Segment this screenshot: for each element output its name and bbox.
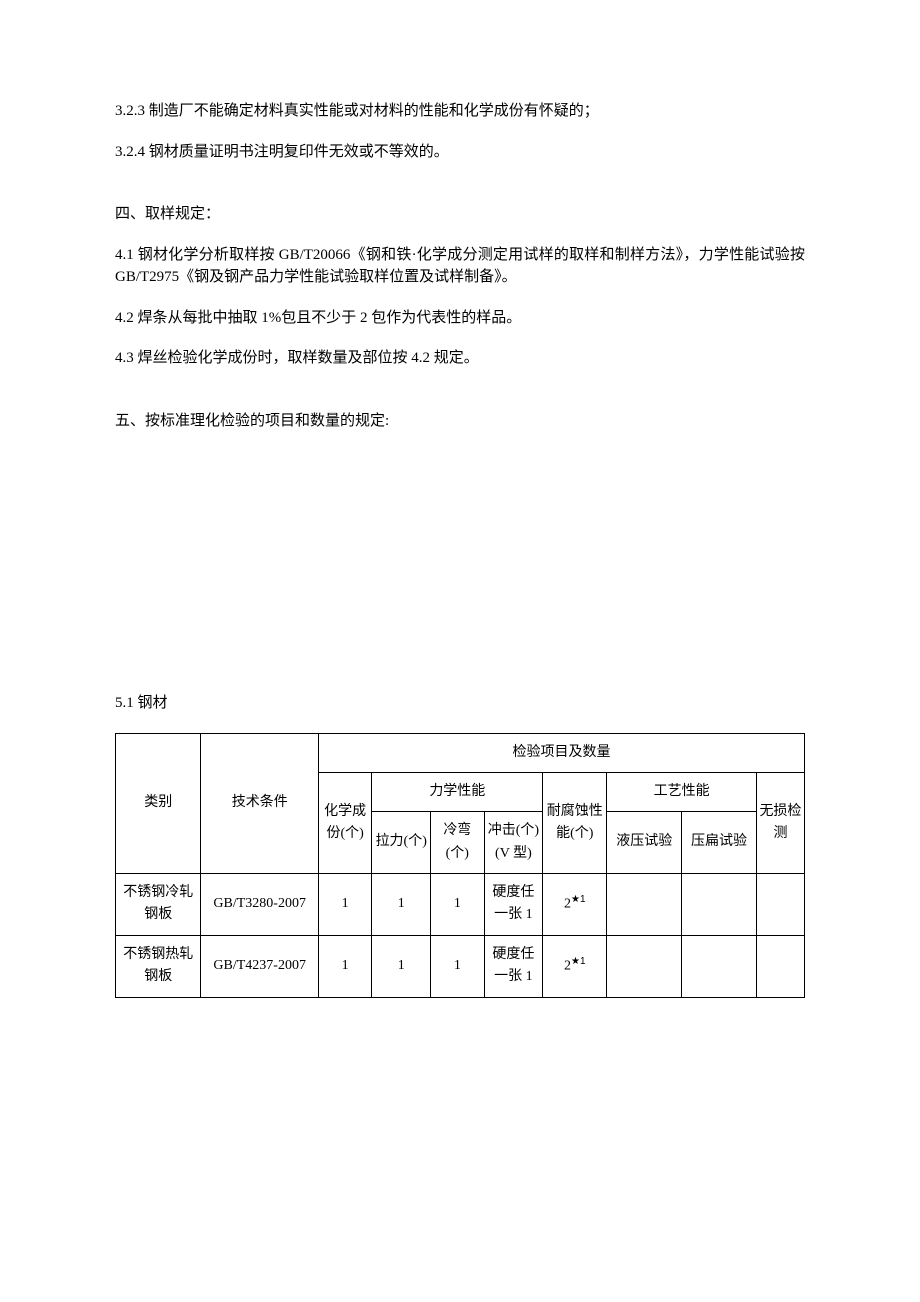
cell-flatten <box>682 935 757 997</box>
corrosion-note: ★1 <box>571 894 586 905</box>
col-process: 工艺性能 <box>607 772 757 811</box>
corrosion-note: ★1 <box>571 956 586 967</box>
col-bend: 冷弯(个) <box>431 812 484 874</box>
cell-impact: 硬度任一张 1 <box>484 935 543 997</box>
paragraph-4-2: 4.2 焊条从每批中抽取 1%包且不少于 2 包作为代表性的样品。 <box>115 307 805 330</box>
table-header-row-1: 类别 技术条件 检验项目及数量 <box>116 733 805 772</box>
section-4-heading: 四、取样规定： <box>115 203 805 226</box>
cell-bend: 1 <box>431 874 484 936</box>
cell-ndt <box>756 874 804 936</box>
col-hydraulic: 液压试验 <box>607 812 682 874</box>
col-chem: 化学成份(个) <box>318 772 371 873</box>
cell-hydraulic <box>607 935 682 997</box>
col-mech: 力学性能 <box>372 772 543 811</box>
document-page: 3.2.3 制造厂不能确定材料真实性能或对材料的性能和化学成份有怀疑的； 3.2… <box>0 0 920 1302</box>
cell-chem: 1 <box>318 935 371 997</box>
steel-inspection-table: 类别 技术条件 检验项目及数量 化学成份(个) 力学性能 耐腐蚀性能(个) 工艺… <box>115 733 805 998</box>
col-tensile: 拉力(个) <box>372 812 431 874</box>
cell-corrosion: 2★1 <box>543 935 607 997</box>
col-impact: 冲击(个)(V 型) <box>484 812 543 874</box>
table-row: 不锈钢冷轧钢板 GB/T3280-2007 1 1 1 硬度任一张 1 2★1 <box>116 874 805 936</box>
cell-tensile: 1 <box>372 935 431 997</box>
col-tech-cond: 技术条件 <box>201 733 319 874</box>
cell-tensile: 1 <box>372 874 431 936</box>
cell-bend: 1 <box>431 935 484 997</box>
cell-corrosion: 2★1 <box>543 874 607 936</box>
cell-category: 不锈钢热轧钢板 <box>116 935 201 997</box>
paragraph-4-3: 4.3 焊丝检验化学成份时，取样数量及部位按 4.2 规定。 <box>115 347 805 370</box>
col-flatten: 压扁试验 <box>682 812 757 874</box>
cell-tech: GB/T3280-2007 <box>201 874 319 936</box>
paragraph-3-2-3: 3.2.3 制造厂不能确定材料真实性能或对材料的性能和化学成份有怀疑的； <box>115 100 805 123</box>
cell-tech: GB/T4237-2007 <box>201 935 319 997</box>
cell-hydraulic <box>607 874 682 936</box>
cell-flatten <box>682 874 757 936</box>
section-5-heading: 五、按标准理化检验的项目和数量的规定: <box>115 410 805 433</box>
cell-ndt <box>756 935 804 997</box>
col-category: 类别 <box>116 733 201 874</box>
corrosion-value: 2 <box>564 959 571 974</box>
paragraph-3-2-4: 3.2.4 钢材质量证明书注明复印件无效或不等效的。 <box>115 141 805 164</box>
table-row: 不锈钢热轧钢板 GB/T4237-2007 1 1 1 硬度任一张 1 2★1 <box>116 935 805 997</box>
col-ndt: 无损检测 <box>756 772 804 873</box>
paragraph-4-1: 4.1 钢材化学分析取样按 GB/T20066《钢和铁·化学成分测定用试样的取样… <box>115 244 805 289</box>
corrosion-value: 2 <box>564 897 571 912</box>
subsection-5-1: 5.1 钢材 <box>115 692 805 715</box>
cell-impact: 硬度任一张 1 <box>484 874 543 936</box>
cell-chem: 1 <box>318 874 371 936</box>
cell-category: 不锈钢冷轧钢板 <box>116 874 201 936</box>
col-corrosion: 耐腐蚀性能(个) <box>543 772 607 873</box>
col-inspect-items: 检验项目及数量 <box>318 733 804 772</box>
